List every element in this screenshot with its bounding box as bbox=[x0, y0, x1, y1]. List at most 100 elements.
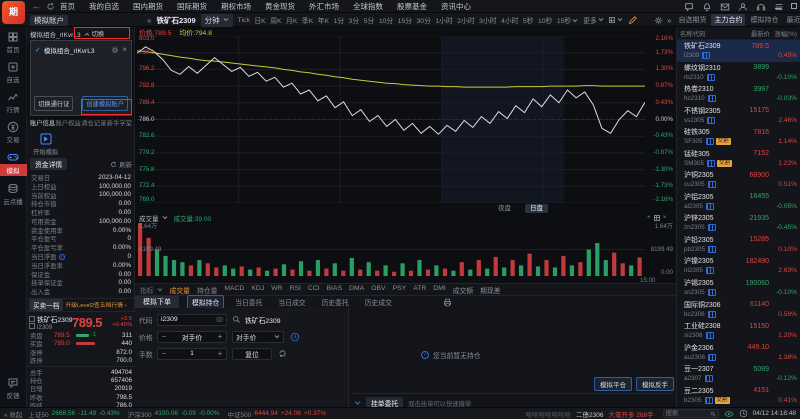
period-1分[interactable]: 1分 bbox=[333, 18, 345, 25]
quote-row-au2306[interactable]: 沪金2306 449.10 au2306 1.38% bbox=[684, 344, 797, 361]
rail-item-模拟[interactable]: 模拟 bbox=[0, 151, 27, 176]
timer-order-icon[interactable] bbox=[290, 332, 300, 342]
bottom-tab-历史委托[interactable]: 历史委托 bbox=[321, 300, 349, 307]
pane-close-icon[interactable]: × bbox=[662, 214, 667, 221]
service-icon[interactable] bbox=[755, 1, 766, 12]
user-icon[interactable] bbox=[737, 1, 748, 12]
period-日K[interactable]: 日K bbox=[254, 18, 266, 25]
period-2小时[interactable]: 2小时 bbox=[457, 18, 475, 25]
quote-row-i2309[interactable]: 铁矿石2309 789.5 i2309 0.45% bbox=[677, 40, 800, 62]
account-tab-账户权益[interactable]: 账户权益 bbox=[55, 120, 81, 127]
kline-icon[interactable] bbox=[707, 289, 716, 297]
period-周K[interactable]: 周K bbox=[270, 18, 282, 25]
index-中证500[interactable]: 中证500 6444.94 +24.06 +0.37% bbox=[227, 410, 327, 419]
search-symbol-icon[interactable] bbox=[232, 315, 241, 324]
quote-row-rb2310[interactable]: 螺纹钢2310 3899 rb2310 -0.10% bbox=[684, 64, 797, 81]
kline-icon[interactable] bbox=[707, 224, 716, 232]
period-年K[interactable]: 年K bbox=[317, 18, 330, 25]
list-view-icon[interactable] bbox=[29, 322, 35, 329]
rail-item-交易[interactable]: 交易 bbox=[0, 121, 27, 144]
quote-tab-自选期货[interactable]: 自选期货 bbox=[678, 17, 707, 24]
quote-row-pb2305[interactable]: 沪铅2305 15285 pb2305 0.10% bbox=[684, 236, 797, 253]
period-15分[interactable]: 15分 bbox=[397, 18, 413, 25]
indicator-WR[interactable]: WR bbox=[271, 284, 283, 292]
order-entry-tab[interactable]: 模拟下单 bbox=[135, 295, 179, 309]
quote-row-ss2305[interactable]: 不锈钢2305 15175 ss2305 2.46% bbox=[684, 107, 797, 124]
kline-icon[interactable] bbox=[705, 267, 714, 275]
expand-pending-icon[interactable] bbox=[354, 400, 361, 406]
indicator-持仓量[interactable]: 持仓量 bbox=[196, 287, 218, 295]
grid-view-icon[interactable] bbox=[29, 315, 35, 322]
ticker-symbol[interactable]: 二债2306 bbox=[576, 411, 604, 419]
price-chart[interactable] bbox=[137, 36, 645, 203]
layout-grid-icon[interactable] bbox=[608, 17, 623, 23]
minimize-icon[interactable] bbox=[775, 0, 782, 13]
collapse-right-icon[interactable]: » bbox=[667, 15, 672, 25]
refresh-nav-icon[interactable] bbox=[46, 0, 55, 13]
quote-row-al2305[interactable]: 沪铝2305 18455 al2305 -0.05% bbox=[684, 193, 797, 210]
pos-button-模拟平仓[interactable]: 模拟平仓 bbox=[594, 377, 632, 391]
bottom-tab-当日委托[interactable]: 当日委托 bbox=[235, 300, 263, 307]
indicator-MACD[interactable]: MACD bbox=[224, 284, 245, 292]
menu-item-6[interactable]: 外汇市场 bbox=[309, 2, 339, 11]
rail-item-自选[interactable]: 自选 bbox=[0, 61, 27, 84]
depth-tab[interactable]: 买卖一档 bbox=[29, 298, 64, 311]
price-plus-button[interactable]: + bbox=[217, 331, 223, 341]
indicator-RSI[interactable]: RSI bbox=[289, 284, 301, 292]
night-session-button[interactable]: 夜盘 bbox=[498, 205, 511, 212]
account-selector[interactable]: 模拟组合_rIKvrL3 切换 bbox=[27, 27, 135, 40]
bell-icon[interactable] bbox=[701, 1, 712, 12]
indicator-成交量[interactable]: 成交量 bbox=[169, 287, 190, 295]
period-5分[interactable]: 5分 bbox=[363, 18, 375, 25]
price-stepper[interactable]: − 对手价 + bbox=[157, 330, 227, 343]
quote-tab-主力合约[interactable]: 主力合约 bbox=[711, 14, 746, 26]
period-3小时[interactable]: 3小时 bbox=[479, 18, 497, 25]
kline-icon[interactable] bbox=[702, 52, 711, 59]
pending-orders-tab[interactable]: 挂单委托 bbox=[366, 397, 404, 409]
period-月K[interactable]: 月K bbox=[286, 18, 298, 25]
qty-plus-button[interactable]: + bbox=[217, 348, 223, 358]
menu-item-7[interactable]: 全球指数 bbox=[353, 2, 383, 11]
rail-item-反馈[interactable]: 反馈 bbox=[0, 377, 27, 400]
kline-icon[interactable] bbox=[705, 202, 714, 210]
account-dropdown-item[interactable]: ✓ 模拟组合_rIKvrL3 × bbox=[35, 45, 127, 56]
printer-icon[interactable] bbox=[443, 298, 452, 307]
index-沪深300[interactable]: 沪深300 4100.06 -0.09 -0.00% bbox=[127, 410, 220, 419]
kline-icon[interactable] bbox=[704, 396, 713, 404]
settings-gear-icon[interactable] bbox=[654, 16, 663, 25]
period-Tick[interactable]: Tick bbox=[237, 16, 250, 24]
account-tab-新手学堂[interactable]: 新手学堂 bbox=[106, 120, 132, 127]
search-icon[interactable] bbox=[710, 410, 716, 418]
kline-icon[interactable] bbox=[706, 73, 715, 81]
period-1小时[interactable]: 1小时 bbox=[435, 18, 453, 25]
index-上证50[interactable]: 上证50 2668.56 -11.49 -0.43% bbox=[28, 410, 120, 419]
quote-row-si2308[interactable]: 工业硅2308 15150 si2308 1.20% bbox=[684, 322, 797, 340]
indicator-BIAS[interactable]: BIAS bbox=[326, 284, 343, 292]
price-minus-button[interactable]: − bbox=[161, 331, 167, 341]
bottom-tab-历史成交[interactable]: 历史成交 bbox=[364, 300, 392, 307]
reset-button[interactable]: 复位 bbox=[232, 347, 272, 360]
quote-row-a2307[interactable]: 豆一2307 5089 a2307 -0.12% bbox=[684, 365, 797, 383]
search-input[interactable] bbox=[665, 410, 710, 417]
quote-row-SF305[interactable]: 硅铁305 7816 SF305 交割 1.14% bbox=[684, 128, 797, 146]
indicator-CCI[interactable]: CCI bbox=[307, 284, 320, 292]
volume-indicator-dropdown[interactable]: 成交量 bbox=[139, 213, 168, 223]
quote-row-sn2305[interactable]: 沪锡2305 190060 sn2305 -0.10% bbox=[684, 279, 797, 297]
back-icon[interactable]: ← bbox=[32, 1, 41, 11]
kline-icon[interactable] bbox=[707, 116, 716, 124]
level2-upgrade-link[interactable]: 升级Level2查五档行情 › bbox=[65, 303, 127, 309]
quote-row-SM305[interactable]: 锰硅305 7152 SM305 交割 1.22% bbox=[684, 150, 797, 167]
create-sim-account-button[interactable]: 创建模拟账户 bbox=[82, 96, 128, 111]
panel-icon[interactable] bbox=[773, 1, 784, 12]
menu-item-3[interactable]: 国际期货 bbox=[177, 2, 207, 11]
pos-button-模拟反手[interactable]: 模拟反手 bbox=[636, 377, 674, 391]
rail-item-行情[interactable]: 行情 bbox=[0, 91, 27, 114]
period-季K[interactable]: 季K bbox=[301, 18, 314, 25]
account-tab-账户信息[interactable]: 账户信息 bbox=[30, 120, 56, 127]
gear-icon[interactable] bbox=[111, 46, 119, 54]
quote-row-b2305[interactable]: 豆二2305 4151 b2305 交割 0.41% bbox=[684, 387, 797, 404]
quote-row-ni2305[interactable]: 沪镍2305 182490 ni2305 2.63% bbox=[684, 257, 797, 275]
period-5秒[interactable]: 5秒 bbox=[522, 18, 534, 25]
start-sim[interactable]: 开始模拟 bbox=[33, 132, 58, 156]
indicator-OBV[interactable]: OBV bbox=[371, 284, 386, 292]
